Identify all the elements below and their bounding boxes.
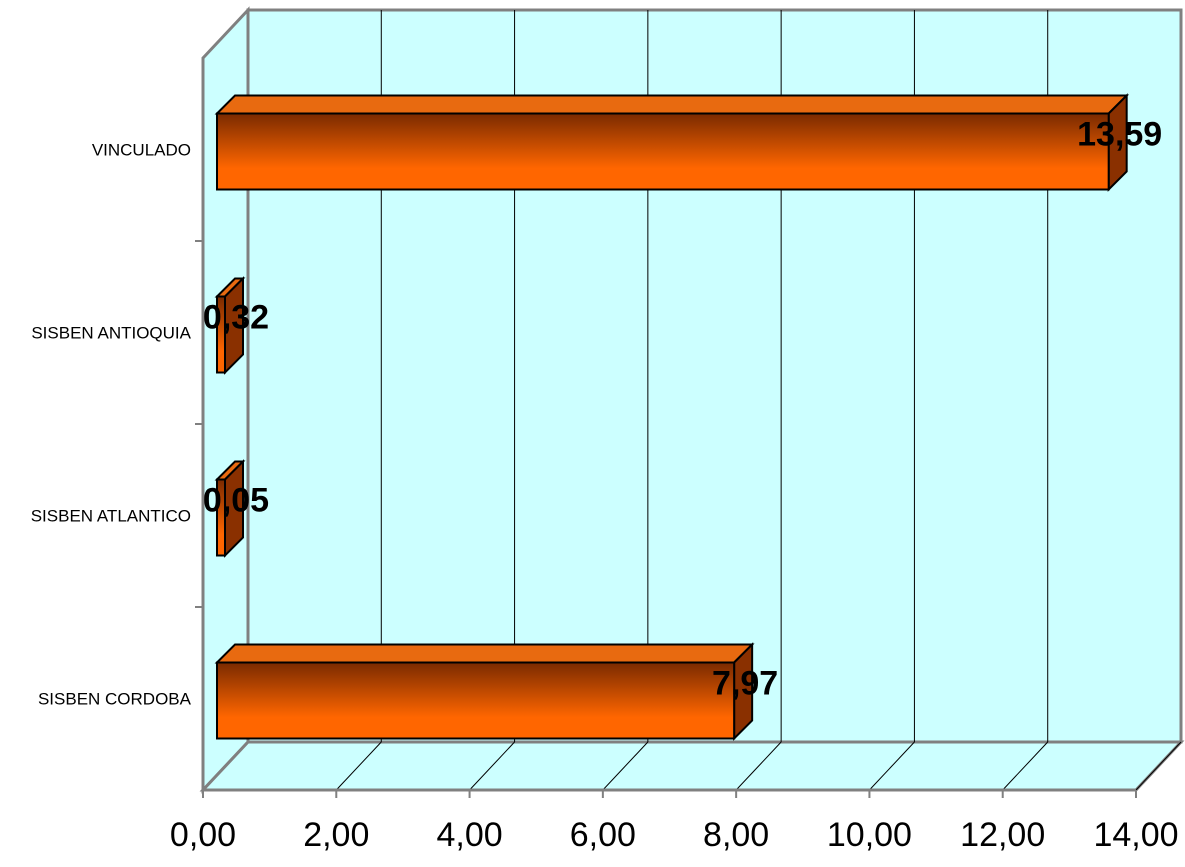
x-tick-label: 4,00 [436,816,502,854]
plot-floor [199,740,1185,792]
floor-gridline [335,741,382,791]
x-tick-label: 2,00 [303,816,369,854]
floor-gridline [735,741,782,791]
category-label: SISBEN ATLANTICO [31,507,191,526]
bar-top-face [214,643,755,664]
bar [216,661,736,740]
x-tick-label: 8,00 [703,816,769,854]
data-label: 7,97 [712,665,778,703]
floor-gridline [1002,741,1049,791]
x-tick-label: 10,00 [827,816,912,854]
floor-gridline [1135,741,1182,791]
floor-gridline [602,741,649,791]
x-tick-label: 12,00 [960,816,1045,854]
bar [216,295,226,374]
floor-gridline [469,741,515,791]
data-label: 13,59 [1077,116,1162,154]
bar [216,478,226,557]
category-label: SISBEN ANTIOQUIA [31,324,191,343]
floor-gridline [869,741,915,791]
x-tick-label: 0,00 [170,816,236,854]
category-label: VINCULADO [92,141,191,160]
bar [216,112,1110,191]
x-tick-label: 6,00 [570,816,636,854]
data-label: 0,05 [203,482,269,520]
data-label: 0,32 [203,299,269,337]
category-label: SISBEN CORDOBA [38,690,192,709]
x-tick-label: 14,00 [1093,816,1178,854]
bar-top-face [214,94,1130,115]
